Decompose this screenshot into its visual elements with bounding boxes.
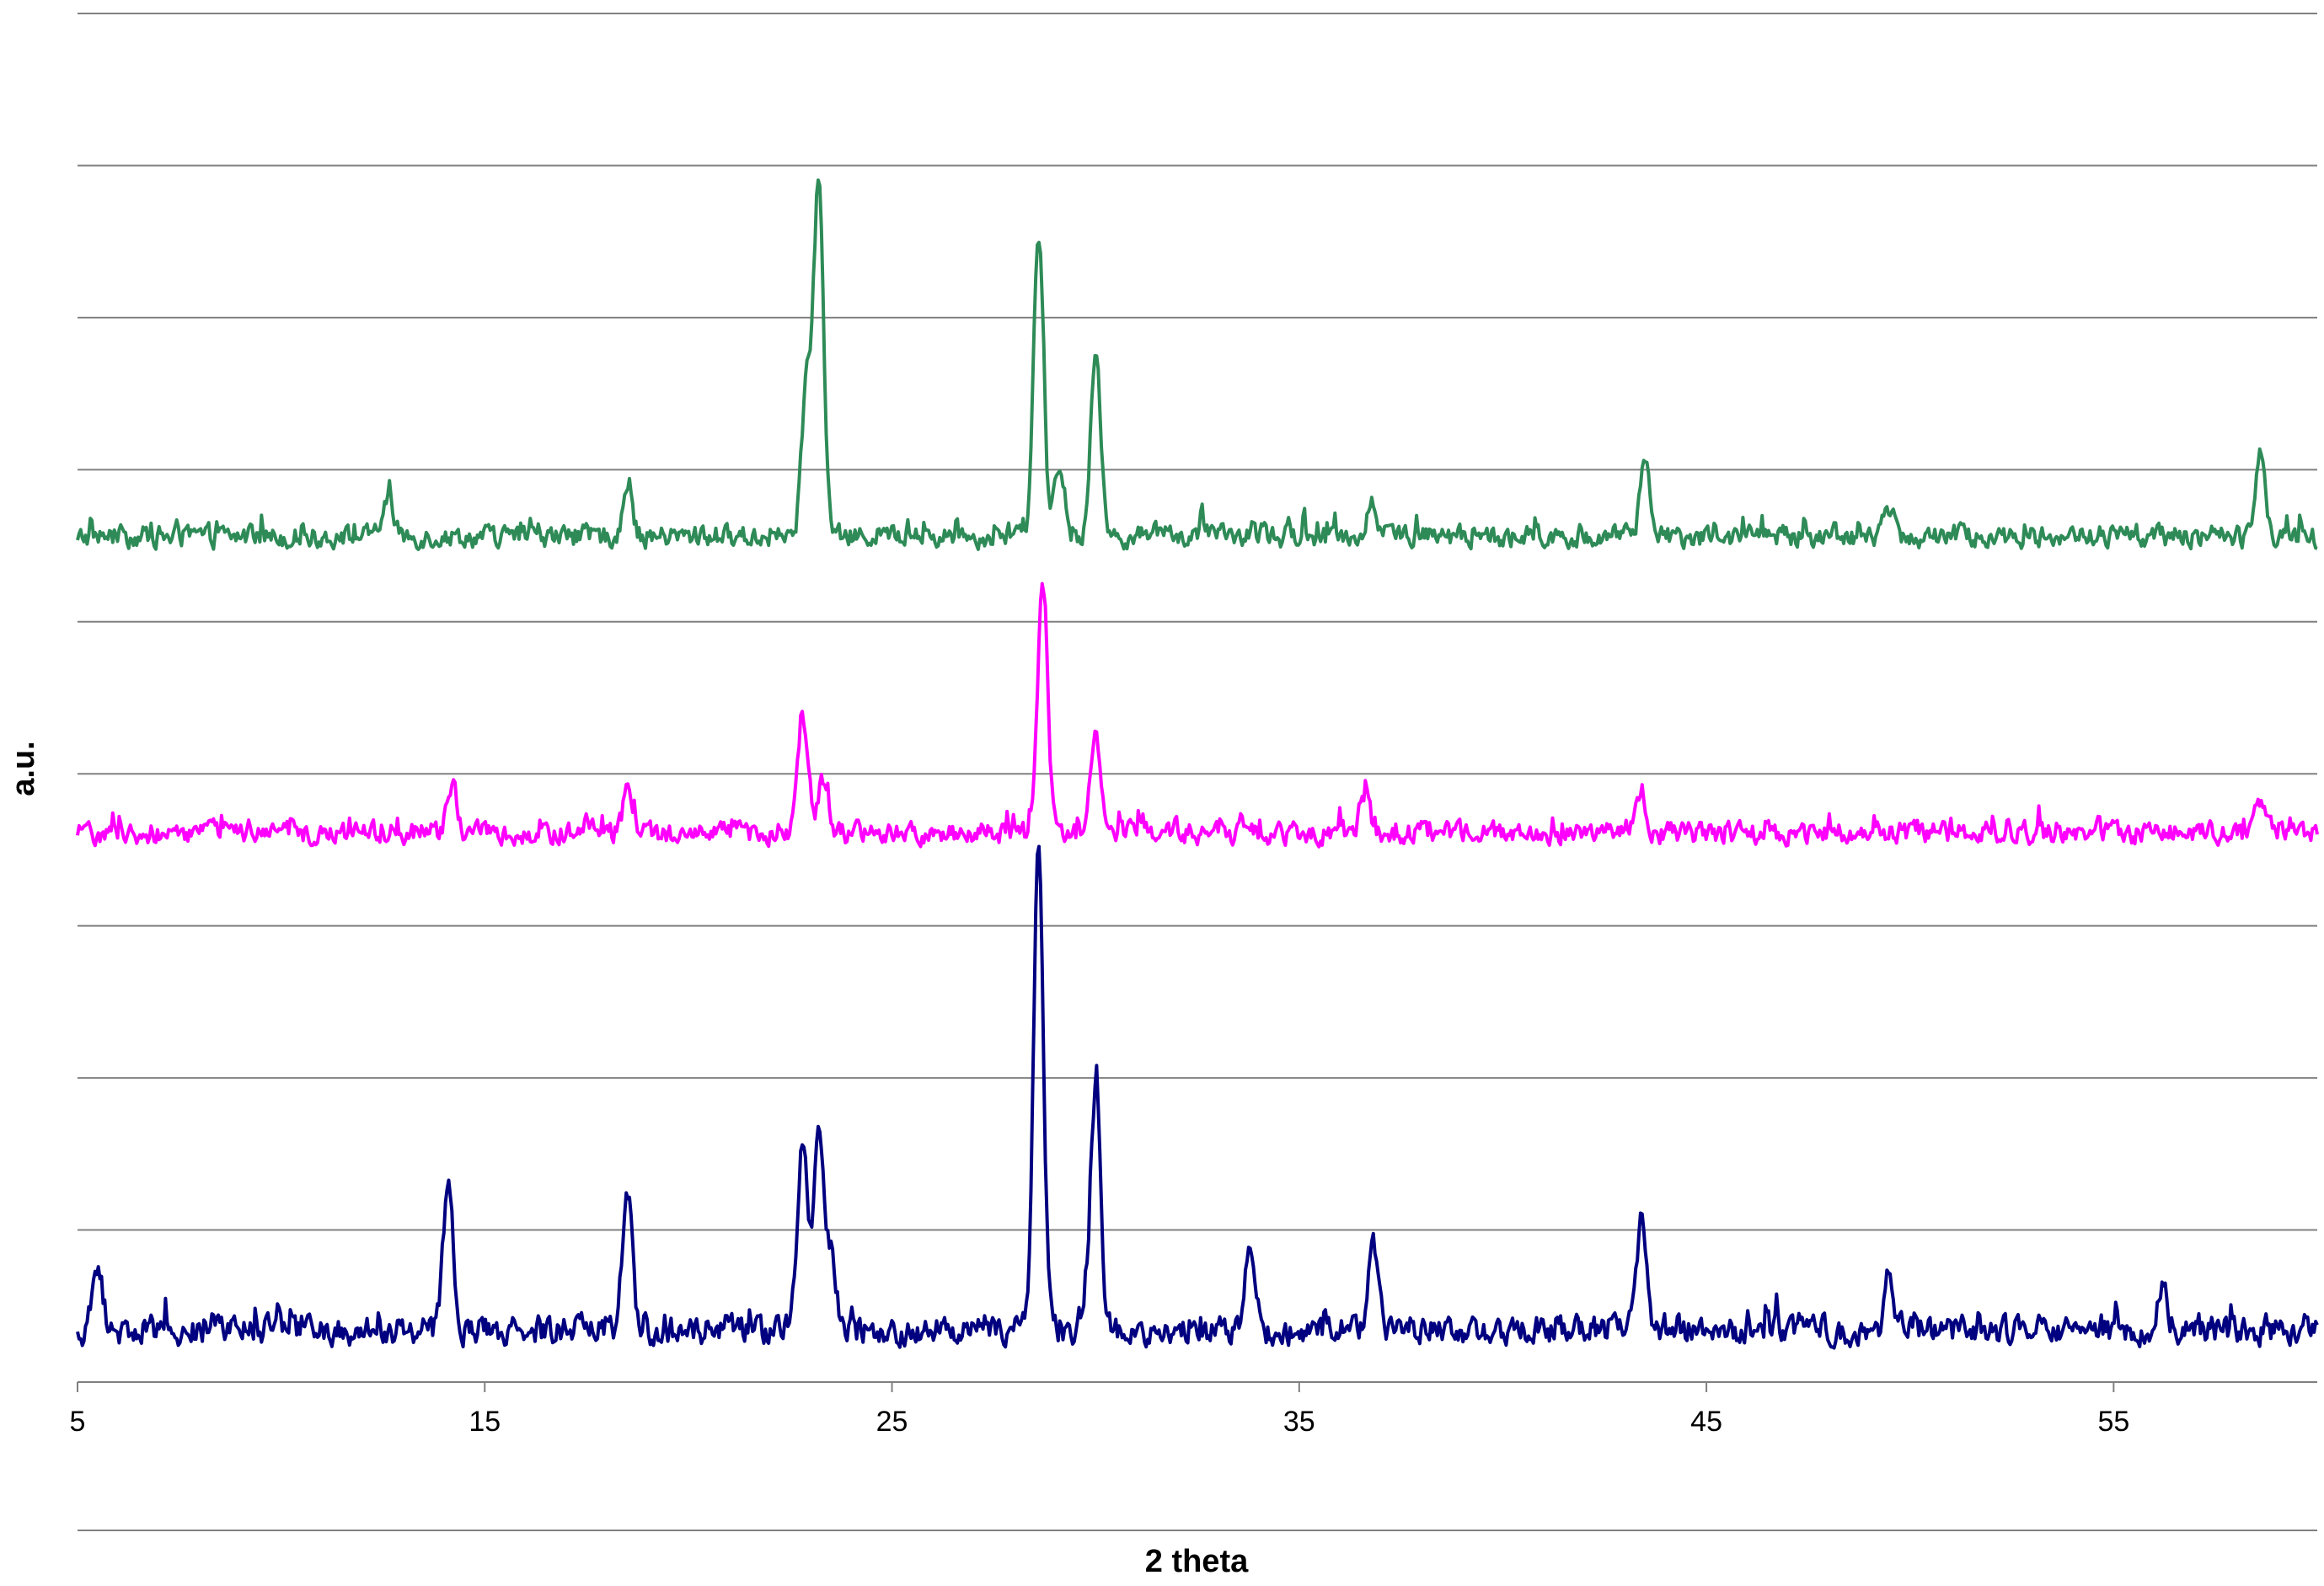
gridlines (78, 13, 2317, 1531)
x-tick-label-55: 55 (2097, 1406, 2129, 1438)
y-axis-title: a.u. (6, 741, 41, 796)
series-group (76, 178, 2319, 1350)
series-line-3 (76, 844, 2319, 1350)
x-tick-label-35: 35 (1283, 1406, 1315, 1438)
series-line-1 (76, 178, 2318, 551)
x-tick-label-25: 25 (876, 1406, 908, 1438)
x-axis: 5 15 25 35 45 55 (70, 1381, 2317, 1438)
x-tick-label-15: 15 (469, 1406, 501, 1438)
x-tick-label-5: 5 (70, 1406, 86, 1438)
x-axis-title: 2 theta (1145, 1544, 1249, 1579)
series-line-2 (76, 581, 2319, 849)
x-tick-label-45: 45 (1690, 1406, 1722, 1438)
